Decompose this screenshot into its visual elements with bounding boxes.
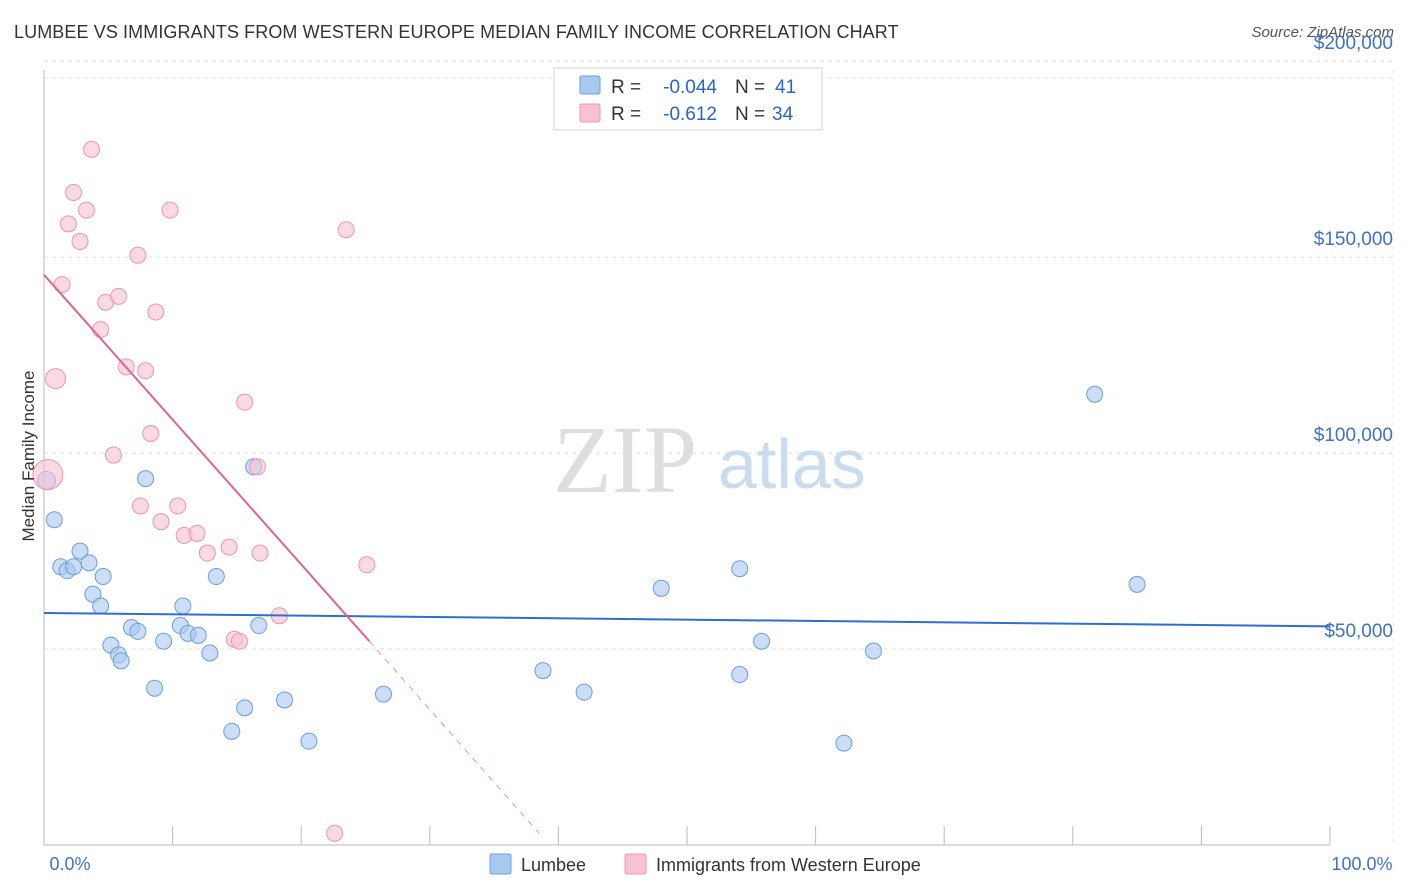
x-ticks: [43, 826, 1331, 845]
lumbee-point: [137, 470, 155, 488]
immigrants-point: [337, 221, 355, 239]
legend-r-label-immigrants: R =: [611, 104, 641, 125]
y-axis-title: Median Family Income: [19, 370, 38, 541]
immigrants-point: [104, 446, 122, 464]
immigrants-point: [152, 513, 170, 531]
immigrants-point: [142, 425, 160, 442]
immigrants-trend-extension: [368, 640, 540, 834]
y-tick-label: $100,000: [1314, 425, 1393, 446]
lumbee-point: [864, 642, 882, 660]
watermark: ZIP atlas: [553, 406, 866, 513]
lumbee-point: [201, 644, 219, 662]
lumbee-point: [375, 685, 393, 703]
lumbee-point: [207, 568, 225, 586]
lumbee-point: [84, 585, 102, 603]
source-credit: Source: ZipAtlas.com: [1251, 24, 1394, 41]
immigrants-point: [188, 524, 206, 542]
legend-n-label-lumbee: N =: [735, 77, 765, 98]
immigrants-points: [32, 140, 376, 842]
immigrants-point: [147, 303, 165, 321]
lumbee-point: [129, 622, 147, 640]
lumbee-point: [223, 722, 241, 740]
series-legend: Lumbee Immigrants from Western Europe: [489, 853, 921, 875]
lumbee-point: [575, 683, 593, 701]
lumbee-point: [1128, 575, 1146, 593]
immigrants-point: [220, 538, 238, 556]
immigrants-point: [83, 140, 101, 158]
lumbee-point: [94, 568, 112, 586]
immigrants-point: [45, 368, 67, 390]
watermark-atlas: atlas: [718, 425, 866, 503]
lumbee-point: [300, 732, 318, 750]
legend-n-label-immigrants: N =: [735, 104, 765, 125]
immigrants-point: [169, 497, 187, 515]
immigrants-point: [326, 824, 344, 842]
watermark-zip: ZIP: [553, 406, 697, 513]
lumbee-point: [236, 699, 254, 717]
chart-title: LUMBEE VS IMMIGRANTS FROM WESTERN EUROPE…: [14, 22, 899, 42]
lumbee-point: [835, 734, 853, 752]
y-tick-label: $50,000: [1324, 621, 1393, 642]
legend-swatch-lumbee: [579, 75, 601, 95]
lumbee-trend-line: [43, 611, 1331, 628]
immigrants-point: [65, 183, 83, 201]
series-legend-label-immigrants: Immigrants from Western Europe: [656, 855, 921, 875]
immigrants-point: [129, 246, 147, 264]
lumbee-point: [112, 652, 130, 670]
lumbee-point: [189, 626, 207, 644]
immigrants-point: [110, 287, 128, 305]
lumbee-point: [731, 560, 749, 578]
immigrants-trend-line: [43, 274, 371, 642]
immigrants-point: [131, 497, 149, 515]
series-legend-swatch-immigrants: [624, 853, 647, 875]
immigrants-point: [198, 544, 216, 562]
y-tick-label: $200,000: [1314, 33, 1393, 54]
legend-r-value-lumbee: -0.044: [663, 77, 717, 98]
stats-legend: R = -0.044 N = 41 R = -0.612 N = 34: [553, 67, 823, 131]
x-tick-label-min: 0.0%: [49, 854, 90, 874]
x-tick-label-max: 100.0%: [1331, 854, 1392, 874]
legend-n-value-lumbee: 41: [775, 77, 796, 98]
lumbee-point: [155, 632, 173, 650]
lumbee-point: [71, 542, 89, 560]
immigrants-point: [77, 201, 95, 219]
y-tick-labels: $50,000 $100,000 $150,000 $200,000: [1314, 33, 1393, 642]
immigrants-point: [251, 544, 269, 562]
legend-r-label-lumbee: R =: [611, 77, 641, 98]
immigrants-point: [358, 556, 376, 574]
immigrants-point: [248, 458, 266, 476]
lumbee-point: [146, 679, 164, 697]
series-legend-swatch-lumbee: [489, 853, 512, 875]
immigrants-point: [161, 201, 179, 219]
legend-r-value-immigrants: -0.612: [663, 104, 717, 125]
immigrants-point: [59, 215, 77, 233]
series-legend-label-lumbee: Lumbee: [521, 855, 586, 875]
lumbee-point: [275, 691, 293, 709]
lumbee-point: [174, 597, 192, 615]
lumbee-point: [65, 558, 83, 576]
legend-swatch-immigrants: [579, 103, 601, 123]
immigrants-point: [230, 632, 248, 650]
lumbee-point: [80, 554, 98, 572]
legend-n-value-immigrants: 34: [772, 104, 794, 125]
lumbee-point: [731, 666, 749, 684]
lumbee-point: [45, 511, 63, 529]
lumbee-point: [1086, 385, 1104, 403]
immigrants-point: [71, 232, 89, 250]
y-tick-label: $150,000: [1314, 229, 1393, 250]
lumbee-point: [534, 662, 552, 680]
lumbee-point: [250, 617, 268, 635]
immigrants-point: [236, 393, 254, 411]
lumbee-point: [92, 597, 110, 615]
lumbee-point: [753, 632, 771, 650]
immigrants-point: [32, 459, 64, 491]
immigrants-point: [92, 321, 110, 339]
immigrants-point: [137, 362, 155, 380]
lumbee-point: [652, 579, 670, 597]
trend-lines: [43, 274, 1331, 834]
